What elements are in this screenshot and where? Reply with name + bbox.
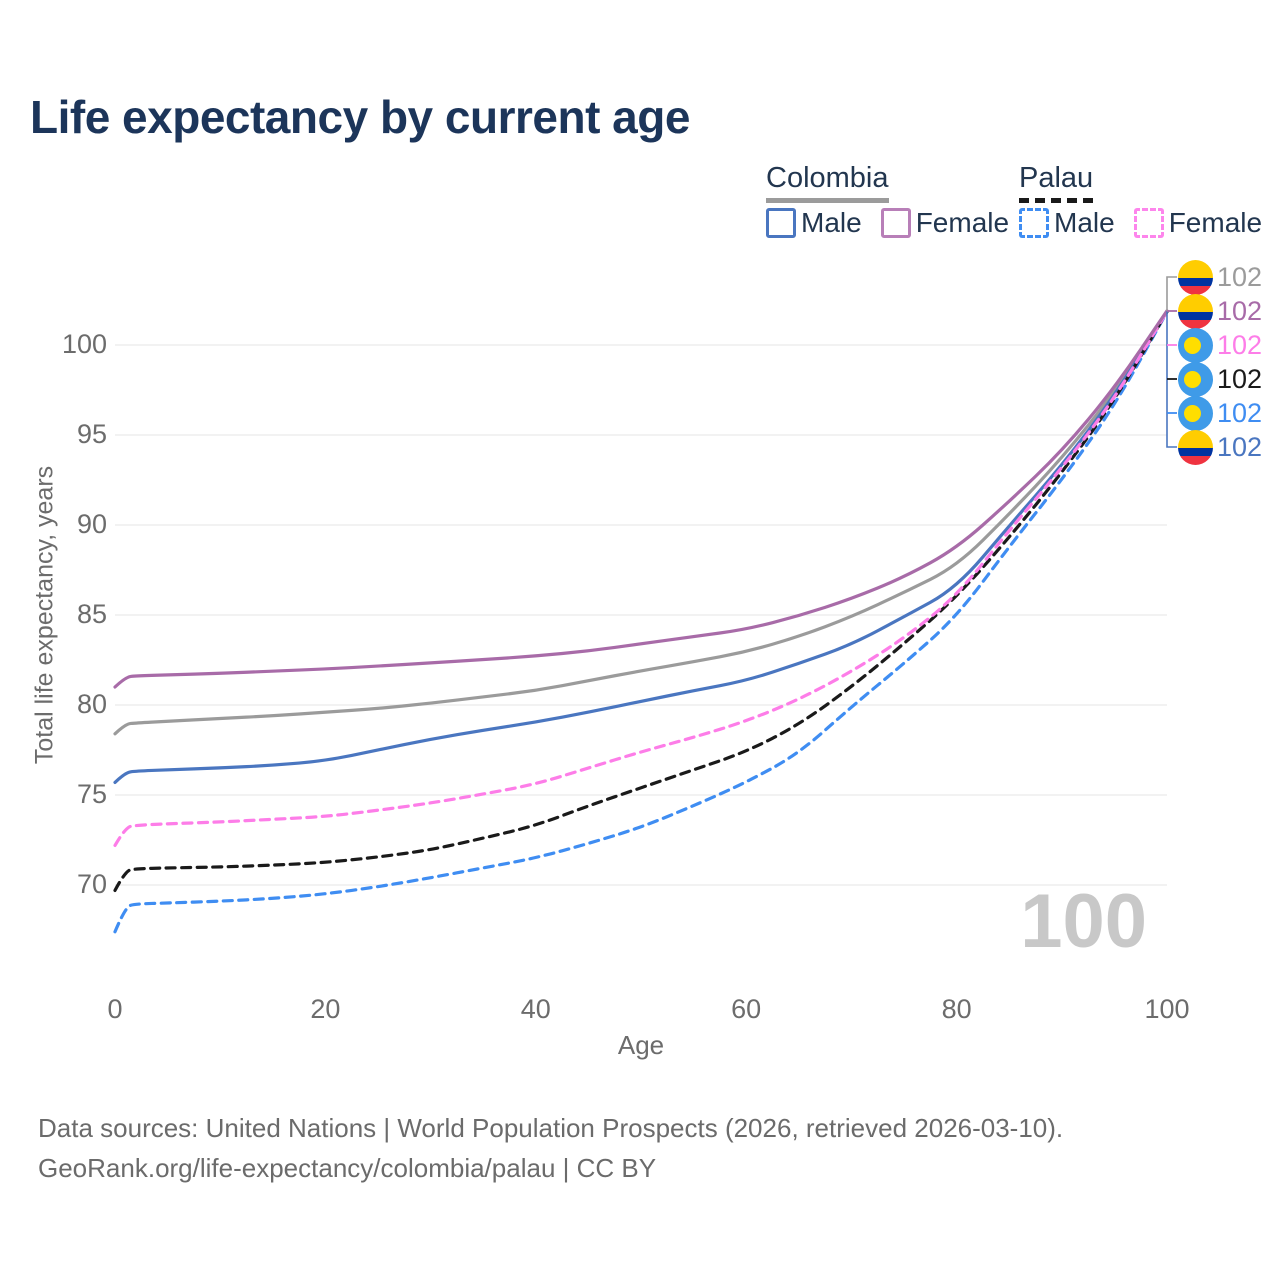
legend-item-colombia-male[interactable]: Male <box>766 207 862 239</box>
end-label-row-palau-male: 102 <box>1178 396 1262 431</box>
x-tick-label-60: 60 <box>731 994 762 1024</box>
flag-palau-icon <box>1178 362 1213 397</box>
legend-country-palau: Palau <box>1019 162 1094 203</box>
legend-item-palau-male[interactable]: Male <box>1019 207 1115 239</box>
legend-country-colombia: Colombia <box>766 162 889 203</box>
y-tick-label-85: 85 <box>76 599 107 629</box>
x-axis-title: Age <box>617 1030 665 1060</box>
footer-attribution: GeoRank.org/life-expectancy/colombia/pal… <box>38 1153 657 1183</box>
checkbox-colombia-female[interactable] <box>880 208 911 238</box>
y-tick-label-95: 95 <box>76 419 107 449</box>
end-label-row-colombia-male: 102 <box>1178 430 1262 465</box>
series-line-colombia-both-sexes[interactable] <box>113 309 1169 736</box>
series-line-palau-female[interactable] <box>113 309 1169 847</box>
page-title: Life expectancy by current age <box>30 91 690 143</box>
end-label-row-palau-both-sexes: 102 <box>1178 362 1262 397</box>
x-tick-label-20: 20 <box>310 994 341 1024</box>
checkbox-palau-male[interactable] <box>1019 208 1049 238</box>
legend-label-palau-female: Female <box>1168 207 1263 238</box>
x-tick-label-40: 40 <box>520 994 551 1024</box>
y-tick-label-80: 80 <box>76 689 107 719</box>
series-line-colombia-male[interactable] <box>113 309 1169 784</box>
x-tick-label-0: 0 <box>107 994 123 1024</box>
legend-item-colombia-female[interactable]: Female <box>880 207 1010 239</box>
y-tick-label-70: 70 <box>76 869 107 899</box>
leader-line-bottom <box>1166 311 1177 448</box>
legend-group-palau: Palau Male Female <box>1019 162 1262 239</box>
end-label-row-colombia-both-sexes: 102 <box>1178 260 1262 295</box>
end-value-label: 102 <box>1217 398 1263 428</box>
flag-colombia-icon <box>1178 260 1213 295</box>
series-line-palau-male[interactable] <box>113 310 1169 934</box>
flag-colombia-icon <box>1178 430 1213 465</box>
end-label-row-palau-female: 102 <box>1178 328 1262 363</box>
flag-palau-icon <box>1178 328 1213 363</box>
legend-label-colombia-female: Female <box>915 207 1010 238</box>
x-tick-label-100: 100 <box>1144 994 1190 1024</box>
checkbox-palau-female[interactable] <box>1133 208 1164 238</box>
flag-colombia-icon <box>1178 294 1213 329</box>
legend-group-colombia: Colombia Male Female <box>766 162 1009 239</box>
y-tick-label-75: 75 <box>76 779 107 809</box>
legend-label-palau-male: Male <box>1054 207 1115 238</box>
footer-sources: Data sources: United Nations | World Pop… <box>38 1113 1064 1143</box>
end-value-label: 102 <box>1217 262 1263 292</box>
end-value-label: 102 <box>1217 330 1263 360</box>
flag-palau-icon <box>1178 396 1213 431</box>
end-value-label: 102 <box>1217 296 1263 326</box>
end-label-row-colombia-female: 102 <box>1178 294 1262 329</box>
end-value-label: 102 <box>1217 432 1263 462</box>
series-line-colombia-female[interactable] <box>113 309 1169 689</box>
legend-label-colombia-male: Male <box>801 207 862 238</box>
age-counter-watermark: 100 <box>1020 879 1147 964</box>
y-tick-label-90: 90 <box>76 509 107 539</box>
y-tick-label-100: 100 <box>61 329 107 359</box>
leader-line-top <box>1166 276 1177 312</box>
x-tick-label-80: 80 <box>941 994 972 1024</box>
legend-item-palau-female[interactable]: Female <box>1133 207 1263 239</box>
series-line-palau-both-sexes[interactable] <box>113 310 1169 892</box>
footer: Data sources: United Nations | World Pop… <box>38 1108 1063 1188</box>
end-value-label: 102 <box>1217 364 1263 394</box>
checkbox-colombia-male[interactable] <box>766 208 796 238</box>
